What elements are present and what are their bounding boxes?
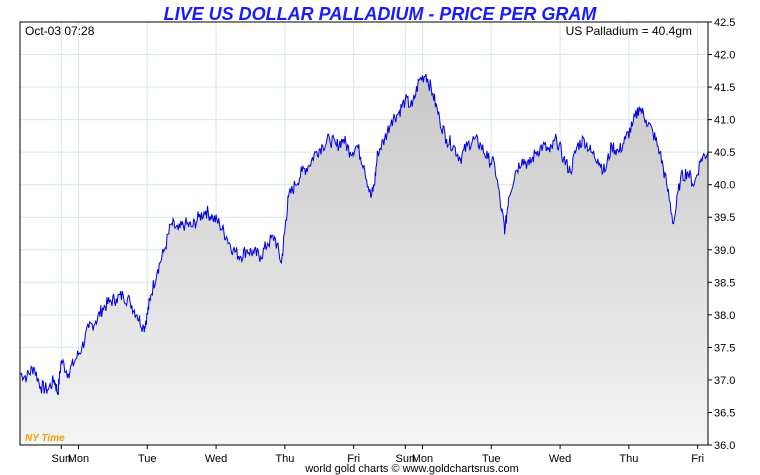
x-tick-label: Wed bbox=[205, 453, 227, 465]
current-price-label: US Palladium = 40.4gm bbox=[566, 24, 692, 38]
x-tick-label: Wed bbox=[549, 453, 571, 465]
x-tick-label: Thu bbox=[619, 453, 638, 465]
price-area bbox=[20, 74, 708, 445]
timezone-label: NY Time bbox=[25, 433, 65, 444]
x-tick-label: Sun bbox=[395, 453, 415, 465]
y-tick-label: 36.5 bbox=[714, 407, 735, 419]
y-tick-label: 40.0 bbox=[714, 180, 735, 192]
y-tick-label: 41.0 bbox=[714, 115, 735, 127]
x-tick-label: Sun bbox=[51, 453, 71, 465]
x-tick-label: Tue bbox=[138, 453, 157, 465]
x-tick-label: Thu bbox=[275, 453, 294, 465]
y-tick-label: 37.0 bbox=[714, 375, 735, 387]
x-tick-label: Mon bbox=[412, 453, 433, 465]
x-tick-label: Fri bbox=[691, 453, 704, 465]
y-tick-label: 37.5 bbox=[714, 342, 735, 354]
plot-frame bbox=[19, 21, 709, 446]
x-tick-label: Fri bbox=[347, 453, 360, 465]
chart-title: LIVE US DOLLAR PALLADIUM - PRICE PER GRA… bbox=[164, 4, 598, 24]
y-tick-label: 39.0 bbox=[714, 245, 735, 257]
y-axis: 36.0 36.5 37.0 37.5 38.0 38.5 39.0 39.5 40.0 40.5… bbox=[708, 17, 735, 452]
y-tick-label: 42.5 bbox=[714, 17, 735, 29]
y-tick-label: 42.0 bbox=[714, 50, 735, 62]
credit-label: world gold charts © www.goldchartsrus.co… bbox=[304, 463, 519, 475]
timestamp-label: Oct-03 07:28 bbox=[25, 24, 95, 38]
y-tick-label: 39.5 bbox=[714, 212, 735, 224]
x-tick-label: Mon bbox=[68, 453, 89, 465]
y-tick-label: 38.5 bbox=[714, 277, 735, 289]
x-tick-label: Tue bbox=[482, 453, 501, 465]
price-line bbox=[19, 73, 709, 396]
y-tick-label: 41.5 bbox=[714, 82, 735, 94]
y-tick-label: 38.0 bbox=[714, 310, 735, 322]
y-tick-label: 36.0 bbox=[714, 440, 735, 452]
y-tick-label: 40.5 bbox=[714, 147, 735, 159]
